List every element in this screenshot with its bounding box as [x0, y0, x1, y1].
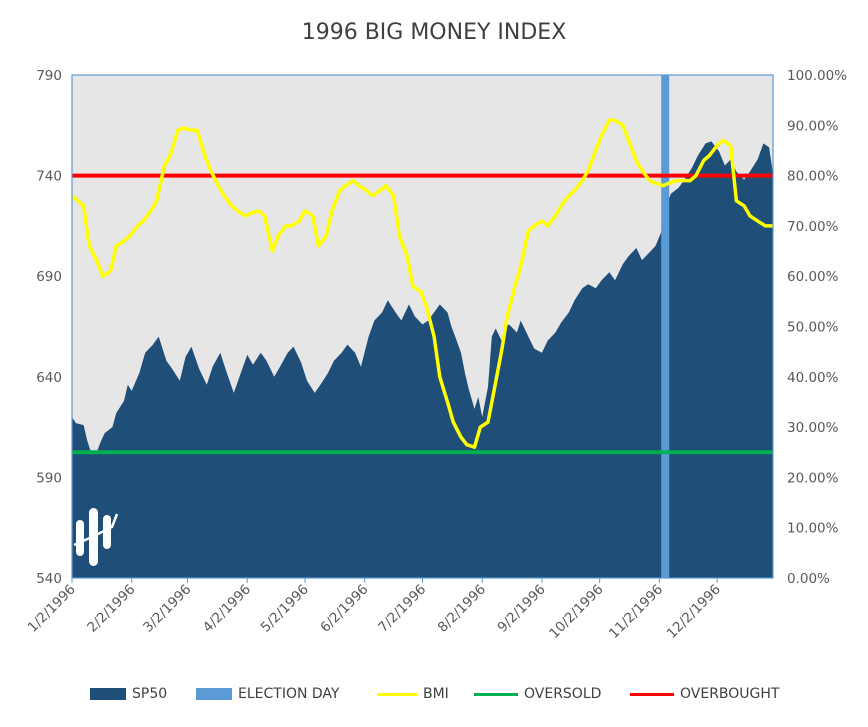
y-right-tick-label: 30.00%: [787, 420, 839, 436]
legend-item-bmi: BMI: [377, 686, 449, 702]
x-tick-label: 6/2/1996: [317, 582, 371, 636]
legend-label-sp50: SP50: [132, 686, 168, 702]
right-axis: 0.00% 10.00% 20.00% 30.00% 40.00% 50.00% 60.00…: [787, 68, 847, 587]
x-tick-label: 3/2/1996: [140, 582, 194, 636]
x-tick-label: 1/2/1996: [25, 582, 79, 636]
x-axis: 1/2/1996 2/2/1996 3/2/1996 4/2/1996 5/2/1996…: [25, 578, 724, 642]
legend-swatch-bmi: [377, 692, 417, 696]
y-right-tick-label: 90.00%: [787, 118, 839, 134]
legend-swatch-overbought: [630, 692, 674, 696]
legend-swatch-election-day: [196, 688, 232, 700]
y-right-tick-label: 10.00%: [787, 521, 839, 537]
sp50-area: [72, 141, 773, 578]
y-right-tick-label: 20.00%: [787, 470, 839, 486]
y-right-tick-label: 100.00%: [787, 68, 847, 84]
bmi-line: [70, 118, 773, 449]
election-day-band: [661, 75, 670, 578]
legend-item-election-day: ELECTION DAY: [196, 686, 339, 702]
x-tick-label: 8/2/1996: [435, 582, 489, 636]
logo-icon: [73, 508, 119, 566]
x-tick-label: 12/2/1996: [664, 582, 724, 642]
y-left-tick-label: 590: [36, 470, 62, 486]
y-right-tick-label: 40.00%: [787, 370, 839, 386]
legend-label-overbought: OVERBOUGHT: [680, 686, 780, 702]
y-right-tick-label: 60.00%: [787, 269, 839, 285]
x-tick-label: 10/2/1996: [546, 582, 606, 642]
legend-label-election-day: ELECTION DAY: [238, 686, 340, 702]
legend-label-oversold: OVERSOLD: [524, 686, 602, 702]
y-left-tick-label: 640: [36, 370, 62, 386]
y-right-tick-label: 0.00%: [787, 571, 830, 587]
x-tick-label: 9/2/1996: [495, 582, 549, 636]
x-tick-label: 7/2/1996: [375, 582, 429, 636]
y-left-tick-label: 690: [36, 269, 62, 285]
legend-item-oversold: OVERSOLD: [474, 686, 601, 702]
y-left-tick-label: 740: [36, 169, 62, 185]
left-axis: 540 590 640 690 740 790: [36, 68, 62, 587]
y-right-tick-label: 80.00%: [787, 169, 839, 185]
y-left-tick-label: 540: [36, 571, 62, 587]
y-right-tick-label: 70.00%: [787, 219, 839, 235]
y-left-tick-label: 790: [36, 68, 62, 84]
y-right-tick-label: 50.00%: [787, 320, 839, 336]
legend-item-overbought: OVERBOUGHT: [630, 686, 779, 702]
chart-title: 1996 BIG MONEY INDEX: [301, 20, 567, 45]
legend-item-sp50: SP50: [90, 686, 167, 702]
legend-swatch-oversold: [474, 692, 518, 696]
x-tick-label: 11/2/1996: [606, 582, 666, 642]
x-tick-label: 2/2/1996: [84, 582, 138, 636]
x-tick-label: 5/2/1996: [258, 582, 312, 636]
x-tick-label: 4/2/1996: [200, 582, 254, 636]
legend-swatch-sp50: [90, 688, 126, 700]
legend: SP50 ELECTION DAY BMI OVERSOLD OVERBOUGH…: [0, 686, 868, 706]
legend-label-bmi: BMI: [423, 686, 449, 702]
